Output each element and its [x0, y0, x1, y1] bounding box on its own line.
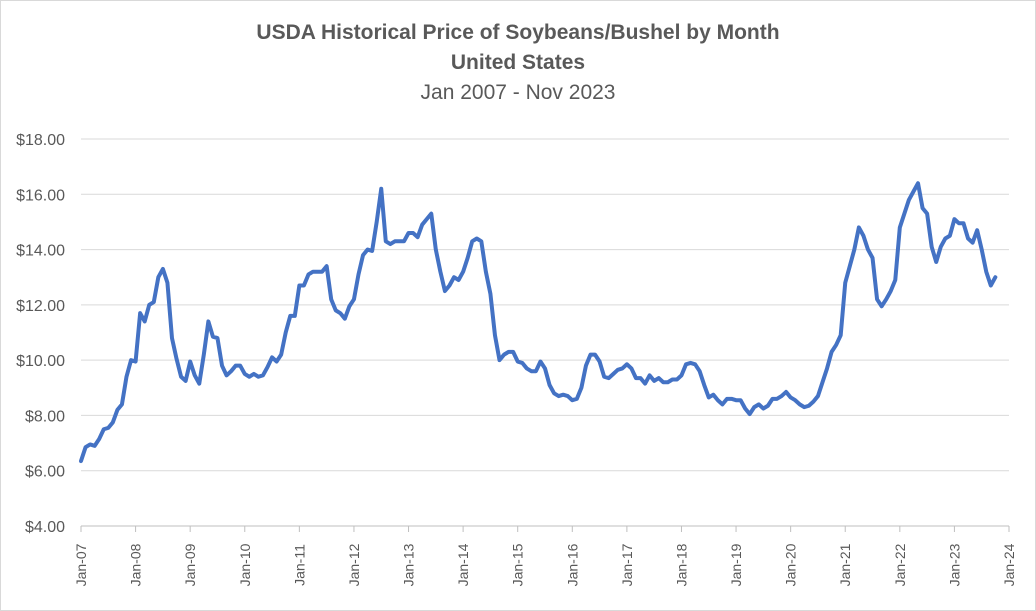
y-tick-label: $10.00 [16, 353, 65, 370]
x-tick-label: Jan-11 [291, 544, 307, 586]
x-tick-label: Jan-18 [673, 543, 689, 586]
x-tick-label: Jan-07 [73, 543, 89, 586]
x-tick-label: Jan-10 [237, 543, 253, 586]
x-tick-label: Jan-24 [1001, 543, 1017, 586]
chart-title: USDA Historical Price of Soybeans/Bushel… [256, 21, 780, 44]
x-tick-label: Jan-20 [783, 543, 799, 586]
y-tick-label: $12.00 [16, 298, 65, 315]
x-tick-label: Jan-19 [728, 543, 744, 586]
x-axis: Jan-07 Jan-08 Jan-09 Jan-10 Jan-11 Jan-12 Jan-… [73, 525, 1017, 586]
chart-date-range: Jan 2007 - Nov 2023 [420, 81, 616, 104]
x-tick-label: Jan-16 [564, 543, 580, 586]
y-axis: $4.00 $6.00 $8.00 $10.00 $12.00 $14.00 $16.00 $… [16, 132, 65, 536]
y-tick-label: $6.00 [25, 464, 65, 481]
x-tick-label: Jan-08 [128, 543, 144, 586]
y-tick-label: $18.00 [16, 132, 65, 149]
chart-titles: USDA Historical Price of Soybeans/Bushel… [0, 18, 1036, 108]
x-tick-label: Jan-12 [346, 543, 362, 586]
y-tick-label: $4.00 [25, 519, 65, 536]
plot-area [79, 181, 998, 464]
gridlines [81, 138, 1009, 472]
x-tick-label: Jan-21 [837, 543, 853, 586]
x-tick-label: Jan-17 [619, 543, 635, 586]
x-tick-label: Jan-22 [892, 543, 908, 586]
x-tick-label: Jan-14 [455, 543, 471, 586]
x-tick-label: Jan-15 [510, 543, 526, 586]
y-tick-label: $14.00 [16, 243, 65, 260]
x-tick-label: Jan-23 [946, 543, 962, 586]
chart-subtitle: United States [450, 51, 586, 74]
y-tick-label: $8.00 [25, 408, 65, 425]
series-line [79, 181, 998, 464]
x-tick-label: Jan-09 [182, 543, 198, 586]
x-tick-label: Jan-13 [401, 543, 417, 586]
y-tick-label: $16.00 [16, 187, 65, 204]
